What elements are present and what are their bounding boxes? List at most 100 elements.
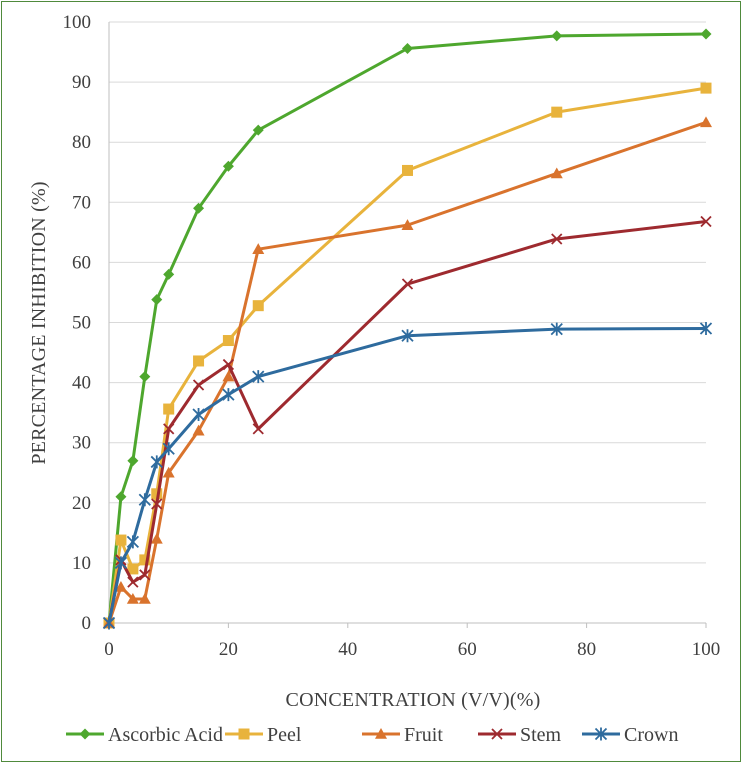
data-point-peel: [151, 488, 163, 500]
data-point-peel: [402, 164, 413, 176]
data-point-crown: [162, 442, 175, 456]
data-point-ascorbic-acid: [139, 371, 151, 383]
x-tick-label: 40: [338, 639, 357, 660]
x-tick-label: 20: [219, 639, 238, 660]
data-point-stem: [401, 278, 414, 290]
data-point-crown: [102, 616, 116, 630]
legend-swatch-marker: [594, 727, 608, 741]
data-point-fruit: [550, 167, 563, 179]
legend-swatch-marker: [491, 728, 503, 740]
series-line-stem: [107, 220, 707, 624]
data-point-stem: [151, 498, 163, 510]
data-point-peel: [127, 563, 139, 575]
legend-label: Ascorbic Acid: [108, 724, 223, 746]
data-point-fruit: [150, 532, 163, 544]
series-line-ascorbic-acid: [107, 32, 707, 624]
data-point-fruit: [401, 219, 414, 230]
series-crown: [102, 322, 713, 630]
y-tick-label: 0: [82, 613, 92, 634]
data-point-ascorbic-acid: [193, 202, 205, 214]
data-point-crown: [550, 322, 563, 336]
data-point-stem: [551, 233, 563, 245]
data-point-stem: [222, 358, 235, 371]
data-point-fruit: [138, 592, 151, 604]
data-point-ascorbic-acid: [163, 268, 175, 280]
data-point-stem: [192, 379, 205, 391]
y-axis-label: PERCENTAGE INHIBITION (%): [28, 181, 50, 464]
legend-item-ascorbic-acid: Ascorbic Acid: [66, 724, 223, 746]
legend-item-fruit: Fruit: [362, 724, 443, 746]
data-point-peel: [193, 355, 205, 367]
data-point-fruit: [192, 424, 205, 436]
y-tick-label: 30: [72, 433, 91, 454]
data-point-stem: [252, 423, 264, 435]
y-tick-labels: 0 10 20 30 40 50 60 70 80 90 100: [63, 12, 92, 634]
y-tick-label: 20: [72, 493, 91, 514]
data-point-ascorbic-acid: [252, 124, 264, 136]
data-point-peel: [139, 554, 151, 566]
grid-lines: [109, 21, 706, 624]
legend-item-stem: Stem: [478, 724, 562, 746]
series-group: [102, 28, 713, 630]
x-axis-label: CONCENTRATION (V/V)(%): [286, 689, 541, 711]
data-point-peel: [222, 335, 234, 347]
data-point-ascorbic-acid: [222, 160, 234, 172]
axes: [108, 22, 707, 628]
data-point-fruit: [114, 580, 127, 592]
data-point-fruit: [222, 370, 235, 382]
legend-label: Crown: [624, 724, 678, 746]
legend-item-crown: Crown: [582, 724, 678, 746]
series-line-crown: [107, 327, 707, 624]
data-point-peel: [700, 82, 712, 94]
data-point-crown: [222, 388, 235, 402]
y-tick-label: 100: [63, 12, 92, 33]
data-point-peel: [551, 106, 563, 118]
data-point-ascorbic-acid: [151, 294, 163, 306]
y-tick-label: 50: [72, 313, 91, 334]
data-point-stem: [700, 215, 712, 228]
data-point-fruit: [700, 116, 712, 128]
data-point-crown: [150, 455, 163, 469]
data-point-crown: [126, 535, 140, 549]
data-point-crown: [114, 556, 128, 570]
legend-swatch-marker: [238, 728, 250, 740]
data-point-crown: [699, 322, 713, 336]
data-point-crown: [192, 407, 205, 421]
data-point-stem: [139, 569, 151, 581]
legend-label: Peel: [267, 724, 302, 746]
y-tick-label: 70: [72, 192, 91, 213]
data-point-peel: [252, 300, 264, 312]
data-point-crown: [252, 370, 265, 384]
x-tick-label: 60: [458, 639, 477, 660]
legend: Ascorbic Acid Peel Fruit Stem Crown: [66, 724, 678, 746]
data-point-ascorbic-acid: [127, 455, 139, 467]
legend-label: Fruit: [404, 724, 443, 746]
legend-swatch-marker: [79, 728, 91, 740]
data-point-ascorbic-acid: [115, 491, 127, 503]
y-tick-label: 40: [72, 373, 91, 394]
data-point-peel: [115, 534, 127, 546]
y-tick-label: 60: [72, 252, 91, 273]
data-point-fruit: [162, 466, 175, 478]
y-tick-label: 80: [72, 132, 91, 153]
data-point-peel: [163, 403, 175, 415]
y-tick-label: 90: [72, 72, 91, 93]
data-point-ascorbic-acid: [402, 42, 413, 54]
legend-item-peel: Peel: [225, 724, 302, 746]
series-line-fruit: [107, 120, 707, 624]
x-tick-labels: 0 20 40 60 80 100: [104, 639, 720, 660]
legend-label: Stem: [520, 724, 562, 746]
x-tick-label: 100: [692, 639, 721, 660]
data-point-crown: [138, 493, 151, 507]
x-tick-label: 0: [104, 639, 114, 660]
y-tick-label: 10: [72, 553, 91, 574]
data-point-fruit: [126, 592, 139, 604]
data-point-stem: [163, 423, 175, 435]
x-tick-label: 80: [577, 639, 596, 660]
legend-swatch-marker: [375, 728, 387, 739]
series-peel: [103, 82, 712, 629]
data-point-ascorbic-acid: [700, 28, 712, 40]
data-point-ascorbic-acid: [551, 30, 563, 42]
series-stem: [103, 215, 712, 629]
